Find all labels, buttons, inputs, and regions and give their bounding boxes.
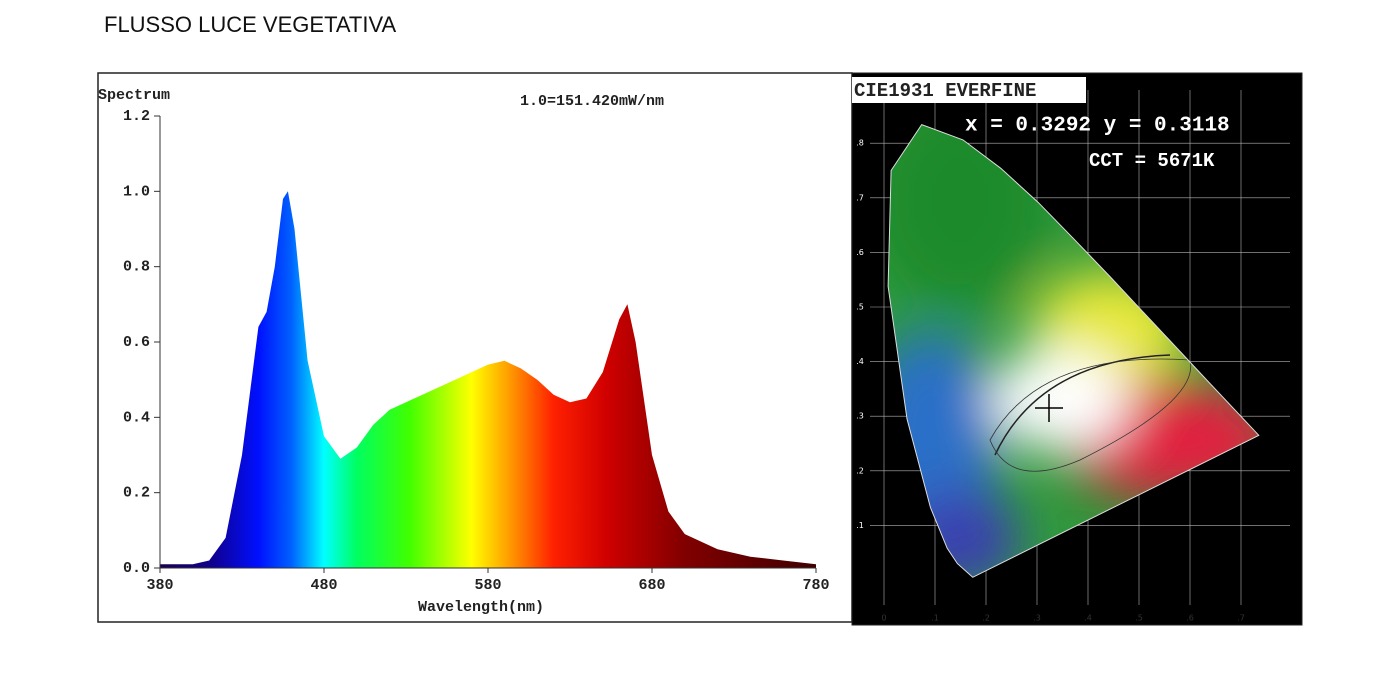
cie-y-label: .6: [856, 248, 864, 257]
cie-y-label: .5: [856, 303, 864, 312]
cie-coordinates: x = 0.3292 y = 0.3118: [965, 115, 1230, 138]
x-tick-label: 680: [638, 577, 665, 594]
cie-x-label: .3: [1033, 614, 1041, 623]
cie-y-label: .1: [856, 521, 864, 530]
y-tick-label: 0.8: [123, 259, 150, 276]
cie-panel: CIE1931 EVERFINE x = 0.3292 y = 0.3118 C…: [851, 72, 1303, 626]
cie-x-label: .6: [1186, 614, 1194, 623]
cie-x-label: .7: [1237, 614, 1245, 623]
chart-title: Spectrum: [98, 87, 170, 104]
cie-y-label: .2: [856, 466, 864, 475]
cie-title: CIE1931 EVERFINE: [854, 80, 1036, 102]
x-axis-label: Wavelength(nm): [418, 599, 544, 616]
y-tick-label: 0.2: [123, 485, 150, 502]
annotation: 1.0=151.420mW/nm: [520, 93, 664, 110]
x-tick-label: 480: [310, 577, 337, 594]
cie-x-label: 0: [881, 614, 886, 623]
y-tick-label: 1.2: [123, 108, 150, 125]
cie-y-label: .7: [856, 193, 864, 202]
spectral-locus: [887, 123, 1260, 578]
spectrum-chart: Spectrum 1.0=151.420mW/nm Wavelength(nm)…: [98, 87, 830, 616]
cie-y-label: .8: [856, 139, 864, 148]
cie-x-label: .4: [1084, 614, 1092, 623]
cie-x-label: .2: [982, 614, 990, 623]
crosshair: [1035, 394, 1063, 422]
cie-x-label: .5: [1135, 614, 1143, 623]
cie-title-box: [852, 77, 1086, 103]
y-tick-label: 0.6: [123, 334, 150, 351]
x-tick-label: 580: [474, 577, 501, 594]
y-tick-label: 0.4: [123, 409, 150, 426]
cie-cct: CCT = 5671K: [1089, 150, 1215, 172]
cie-y-label: .3: [856, 412, 864, 421]
y-tick-label: 1.0: [123, 183, 150, 200]
page-title: FLUSSO LUCE VEGETATIVA: [104, 12, 397, 37]
spectrum-area: [160, 191, 816, 569]
x-tick-label: 780: [802, 577, 829, 594]
cie-x-label: .1: [931, 614, 939, 623]
y-tick-label: 0.0: [123, 560, 150, 577]
cie-y-label: .4: [856, 357, 864, 366]
x-tick-label: 380: [146, 577, 173, 594]
